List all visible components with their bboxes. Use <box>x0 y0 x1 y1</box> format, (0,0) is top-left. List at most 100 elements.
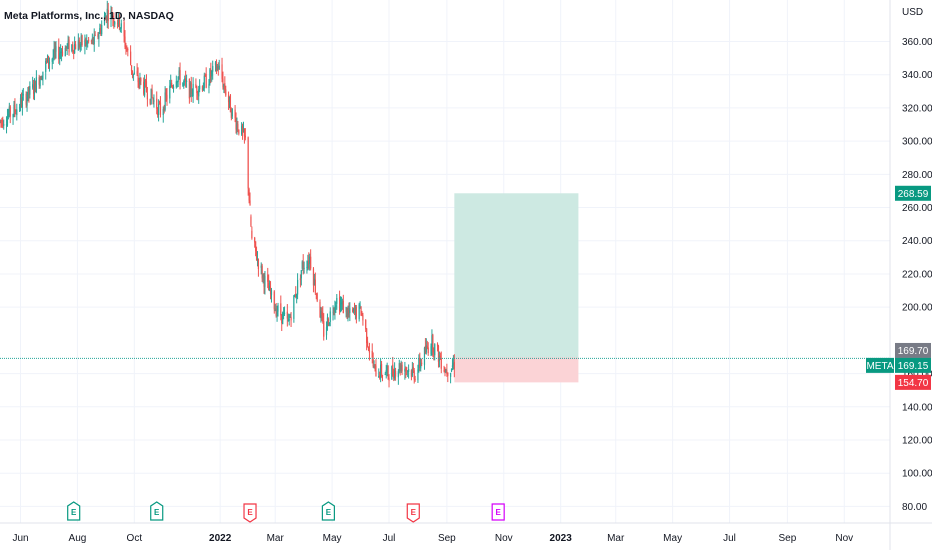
candle-body <box>65 46 67 48</box>
candle <box>445 368 447 373</box>
price-label-target: 268.59 <box>895 185 931 201</box>
candle <box>326 313 329 331</box>
candle-body <box>308 260 310 264</box>
candle-body <box>438 355 441 361</box>
candle-body <box>216 66 218 71</box>
candle-body <box>425 345 427 353</box>
candle-body <box>156 98 158 109</box>
candle <box>79 42 81 53</box>
candle-body <box>52 56 54 59</box>
candle <box>451 358 454 371</box>
candle-body <box>192 83 194 97</box>
candle <box>171 84 174 89</box>
candle-body <box>201 86 204 91</box>
candle-body <box>358 304 360 320</box>
candle-body <box>119 27 121 29</box>
candle-body <box>0 120 2 122</box>
candle <box>394 362 396 381</box>
candle-body <box>380 363 383 376</box>
candle-body <box>436 343 439 347</box>
candle-body <box>223 84 225 87</box>
candle <box>241 122 243 136</box>
candle-body <box>238 129 240 134</box>
candle <box>67 35 69 49</box>
price-axis[interactable]: 80.00 100.00 120.00 140.00 160.00 200.00 220.0… <box>902 37 932 513</box>
candle <box>424 338 427 355</box>
candle <box>413 367 415 384</box>
candle-body <box>251 230 253 239</box>
candle <box>452 355 454 370</box>
candle-body <box>185 78 187 82</box>
candle <box>157 99 160 122</box>
y-tick-label: 160.00 <box>902 369 932 380</box>
candle-body <box>366 341 369 347</box>
candle <box>322 306 324 324</box>
candle-body <box>97 34 99 38</box>
candlestick-series <box>0 0 455 388</box>
position-zones[interactable] <box>454 193 579 383</box>
candle <box>310 249 312 271</box>
candle-body <box>107 9 109 21</box>
candle-body <box>452 363 454 366</box>
candle-body <box>404 368 406 372</box>
candle <box>366 336 369 348</box>
candle-body <box>352 309 354 312</box>
candle-body <box>315 294 317 295</box>
candle <box>81 34 83 47</box>
candle <box>449 372 452 384</box>
candle-body <box>176 81 178 83</box>
candle-body <box>424 346 427 353</box>
candle <box>7 108 9 120</box>
candle <box>287 313 289 322</box>
candle-body <box>391 366 393 380</box>
candle-body <box>8 106 10 116</box>
target-zone[interactable] <box>454 193 579 358</box>
candle <box>123 19 125 43</box>
time-axis[interactable]: Jun Aug Oct 2022 Mar May Jul Sep Nov 2023 Mar May Ju… <box>12 533 853 544</box>
candle <box>84 34 86 55</box>
stop-zone[interactable] <box>454 357 579 383</box>
candle-body <box>326 317 329 327</box>
candle-body <box>34 81 37 93</box>
candle <box>277 302 279 317</box>
candle-body <box>242 129 245 132</box>
candle-body <box>191 94 193 96</box>
candle-body <box>277 305 279 312</box>
candle-body <box>127 49 129 51</box>
candle <box>208 79 210 94</box>
candle-body <box>197 92 199 96</box>
candle-body <box>171 86 174 88</box>
candle <box>133 66 135 75</box>
candle <box>267 267 269 289</box>
candle-body <box>68 39 70 53</box>
candle <box>216 63 218 72</box>
candle <box>217 62 219 76</box>
candle-body <box>434 344 436 356</box>
candle-body <box>45 61 47 72</box>
candle <box>3 119 5 130</box>
y-tick-label: 120.00 <box>902 435 932 446</box>
candle-body <box>150 88 152 105</box>
candle-body <box>7 114 9 118</box>
candle <box>80 33 82 51</box>
candle-body <box>365 320 367 330</box>
y-tick-label: 320.00 <box>902 103 932 114</box>
y-tick-label: 280.00 <box>902 170 932 181</box>
candle-body <box>15 112 17 114</box>
candle <box>243 128 246 144</box>
candle-body <box>136 70 138 75</box>
candle <box>301 260 303 271</box>
candle <box>191 88 193 97</box>
candle-body <box>359 304 361 306</box>
candle-body <box>164 92 166 110</box>
candle-body <box>329 311 331 323</box>
earnings-icon-shape <box>491 503 505 521</box>
candle-body <box>384 373 386 375</box>
candle <box>205 67 207 89</box>
x-tick-label: 2023 <box>550 533 573 544</box>
candle <box>117 12 120 27</box>
candle <box>329 307 331 327</box>
price-label-background <box>895 357 931 373</box>
candle <box>185 74 188 88</box>
